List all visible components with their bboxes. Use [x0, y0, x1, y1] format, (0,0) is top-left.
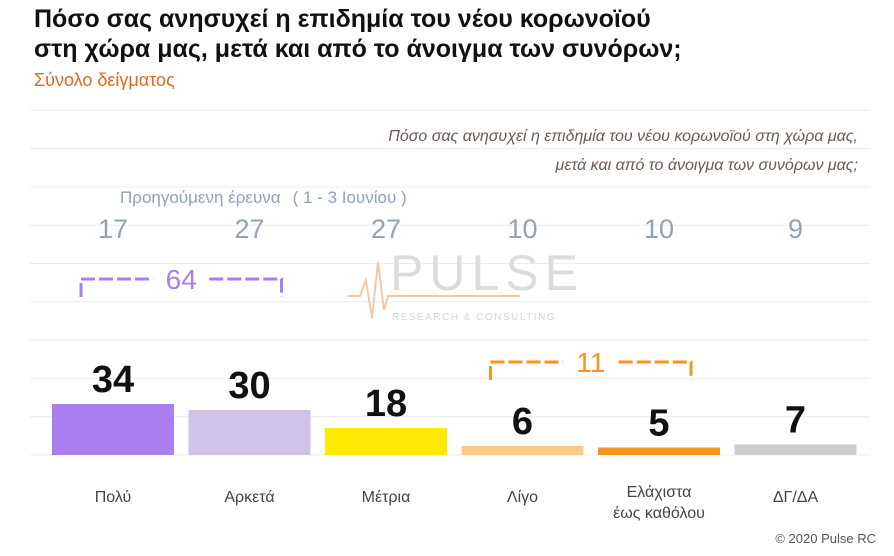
bar-5	[734, 444, 857, 455]
category-label-4: Ελάχιστα έως καθόλου	[613, 484, 705, 522]
category-label-0-line-0: Πολύ	[95, 489, 132, 506]
category-label-3: Λίγο	[507, 489, 538, 506]
value-label-0: 34	[92, 359, 134, 401]
previous-survey-label: Προηγούμενη έρευνα	[120, 188, 281, 207]
gridlines	[30, 109, 870, 456]
category-label-2-line-0: Μέτρια	[362, 489, 411, 506]
copyright-notice: © 2020 Pulse RC	[775, 531, 876, 546]
title-line-2: στη χώρα μας, μετά και από το άνοιγμα τω…	[34, 35, 682, 63]
category-label-5: ΔΓ/ΔΑ	[773, 489, 819, 506]
previous-value-0: 17	[98, 214, 128, 244]
category-labels: Πολύ Αρκετά Μέτρια Λίγο Ελάχιστα έως καθόλου Δ…	[95, 484, 819, 522]
value-label-5: 7	[785, 400, 806, 442]
question-note-line-2: μετά και από το άνοιγμα των συνόρων μας;	[555, 157, 858, 174]
watermark-pulse-line	[348, 261, 520, 319]
category-label-2: Μέτρια	[362, 489, 411, 506]
category-label-4-line-0: Ελάχιστα	[627, 484, 692, 501]
bracket-1-label: 11	[576, 347, 605, 378]
category-label-4-line-1: έως καθόλου	[613, 505, 705, 522]
previous-value-2: 27	[371, 214, 401, 244]
previous-value-1: 27	[234, 214, 264, 244]
previous-survey-period: ( 1 - 3 Ιουνίου )	[293, 188, 407, 207]
bracket-1-right	[618, 360, 693, 380]
bracket-0-right	[209, 277, 283, 297]
watermark-text: PULSE	[390, 245, 584, 301]
category-label-5-line-0: ΔΓ/ΔΑ	[773, 489, 819, 506]
category-label-1: Αρκετά	[224, 489, 274, 506]
bracket-0-label: 64	[166, 264, 197, 295]
watermark-subtext: RESEARCH & CONSULTING	[392, 312, 556, 323]
bar-3	[461, 446, 584, 455]
bar-4	[598, 447, 720, 455]
chart-title: Πόσο σας ανησυχεί η επιδημία του νέου κο…	[34, 4, 682, 64]
bracket-0-left	[79, 277, 154, 297]
value-label-1: 30	[228, 365, 270, 407]
question-note-line-1: Πόσο σας ανησυχεί η επιδημία του νέου κο…	[388, 128, 858, 145]
value-labels: 34 30 18 6 5 7	[92, 359, 806, 445]
bracket-1-left	[489, 360, 563, 380]
chart-subtitle: Σύνολο δείγματος	[34, 70, 175, 90]
bar-0	[52, 404, 174, 455]
bar-1	[188, 410, 311, 455]
previous-value-5: 9	[788, 214, 803, 244]
bar-2	[325, 428, 447, 455]
bars	[52, 404, 857, 455]
previous-survey-values: 17 27 27 10 10 9	[98, 214, 803, 244]
group-brackets: 64 11	[79, 264, 693, 380]
previous-value-4: 10	[644, 214, 674, 244]
title-line-1: Πόσο σας ανησυχεί η επιδημία του νέου κο…	[34, 5, 651, 33]
previous-value-3: 10	[507, 214, 537, 244]
previous-survey-caption: Προηγούμενη έρευνα ( 1 - 3 Ιουνίου )	[120, 188, 407, 207]
value-label-2: 18	[365, 383, 407, 425]
category-label-3-line-0: Λίγο	[507, 489, 538, 506]
value-label-4: 5	[648, 403, 669, 445]
value-label-3: 6	[512, 401, 533, 443]
category-label-0: Πολύ	[95, 489, 132, 506]
category-label-1-line-0: Αρκετά	[224, 489, 274, 506]
pulse-watermark: PULSE RESEARCH & CONSULTING	[348, 245, 584, 323]
